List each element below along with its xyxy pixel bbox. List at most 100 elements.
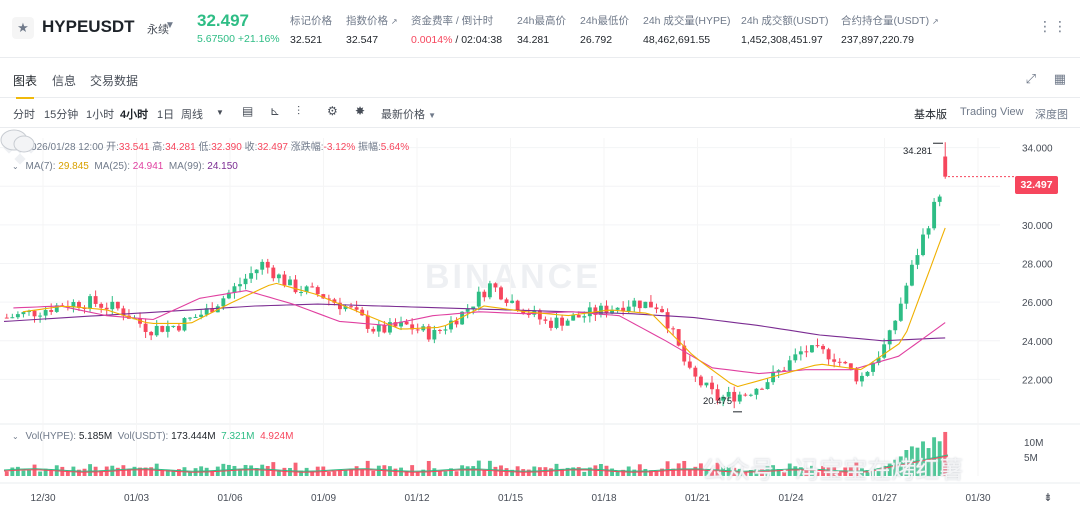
drawing-tools-icon[interactable]: ⊾ bbox=[270, 104, 281, 118]
candle-body bbox=[221, 298, 226, 307]
fullscreen-icon[interactable]: ⤢ bbox=[1025, 71, 1037, 86]
volume-bar bbox=[460, 465, 465, 476]
interval-1h[interactable]: 1小时 bbox=[86, 109, 115, 121]
legend-low: 32.390 bbox=[211, 142, 242, 153]
legend-change: -3.12% bbox=[323, 142, 356, 153]
stat-open-interest[interactable]: 合约持仓量(USDT) ↗ 237,897,220.79 bbox=[841, 13, 939, 46]
candle-body bbox=[282, 274, 287, 286]
candle-body bbox=[665, 312, 670, 329]
candle-body bbox=[393, 322, 398, 327]
interval-time-sharing[interactable]: 分时 bbox=[13, 109, 35, 121]
interval-1w[interactable]: 周线 bbox=[181, 109, 203, 121]
volume-bar bbox=[21, 470, 26, 476]
stat-mark-price: 标记价格 32.521 bbox=[290, 13, 332, 46]
stat-value: 1,452,308,451.97 bbox=[741, 34, 823, 46]
chart-canvas[interactable]: 34.00032.00030.00028.00026.00024.00022.0… bbox=[0, 128, 1080, 512]
volume-bar bbox=[865, 470, 870, 476]
tab-info[interactable]: 信息 bbox=[52, 74, 77, 88]
volume-ma-line bbox=[3, 455, 949, 473]
candle-body bbox=[376, 324, 381, 332]
external-link-icon[interactable]: ↗ bbox=[932, 17, 939, 26]
candle-body bbox=[549, 320, 553, 328]
collapse-chevron-icon[interactable]: ⌄ bbox=[12, 432, 19, 441]
indicators-icon[interactable]: ⫶ bbox=[297, 104, 301, 118]
volume-bar bbox=[560, 468, 565, 476]
view-basic[interactable]: 基本版 bbox=[914, 109, 947, 121]
candle-body bbox=[621, 307, 626, 312]
candle-body bbox=[798, 351, 803, 355]
candle-body bbox=[793, 354, 798, 361]
volume-bar bbox=[465, 466, 470, 476]
tab-trading-data[interactable]: 交易数据 bbox=[90, 74, 139, 88]
candle-body bbox=[760, 388, 764, 390]
more-options-icon[interactable]: ⋮⋮ bbox=[1038, 18, 1068, 34]
symbol-name[interactable]: HYPEUSDT bbox=[42, 17, 135, 36]
symbol-dropdown-icon[interactable]: ▼ bbox=[165, 20, 175, 31]
low-annotation: 20.475 bbox=[703, 396, 733, 407]
candle-body bbox=[293, 279, 298, 293]
volume-bar bbox=[232, 465, 237, 476]
stat-value: 32.547 bbox=[346, 34, 379, 46]
candle-body bbox=[49, 310, 54, 312]
volume-bar bbox=[160, 470, 165, 476]
candle-body bbox=[637, 300, 642, 309]
interval-4h[interactable]: 4小时 bbox=[120, 109, 149, 121]
volume-bar bbox=[926, 448, 931, 476]
candle-body bbox=[254, 269, 259, 274]
candle-body bbox=[671, 328, 676, 330]
x-tick-label: 01/21 bbox=[685, 493, 710, 504]
candle-body bbox=[4, 317, 9, 319]
volume-bar bbox=[249, 465, 254, 476]
candle-body bbox=[815, 345, 820, 347]
candle-body bbox=[682, 345, 687, 362]
candlestick-chart[interactable]: BINANCE 34.00032.00030.00028.00026.00024… bbox=[0, 128, 1080, 512]
volume-bar bbox=[27, 469, 31, 476]
candle-body bbox=[643, 301, 648, 309]
volume-bar bbox=[349, 468, 354, 476]
chart-settings-icon[interactable]: ⚙ bbox=[327, 104, 338, 118]
candle-body bbox=[365, 315, 370, 329]
volume-bar bbox=[643, 468, 648, 476]
x-tick-label: 01/15 bbox=[498, 493, 523, 504]
stat-value: 32.521 bbox=[290, 34, 323, 46]
tab-chart[interactable]: 图表 bbox=[13, 74, 38, 99]
view-depth[interactable]: 深度图 bbox=[1035, 109, 1068, 121]
candle-body bbox=[843, 361, 848, 364]
ma7-value: 29.845 bbox=[58, 161, 89, 172]
candle-body bbox=[454, 320, 459, 325]
external-link-icon[interactable]: ↗ bbox=[390, 17, 398, 26]
collapse-chevron-icon[interactable]: ⌄ bbox=[12, 162, 19, 171]
candle-body bbox=[32, 310, 37, 317]
x-tick-label: 12/30 bbox=[30, 493, 55, 504]
volume-bar bbox=[165, 469, 170, 476]
candle-body bbox=[654, 307, 659, 310]
stat-label: 合约持仓量(USDT) ↗ bbox=[841, 15, 939, 27]
layout-grid-icon[interactable]: ▦ bbox=[1053, 71, 1066, 86]
candle-body bbox=[565, 320, 570, 326]
candle-body bbox=[21, 312, 26, 315]
volume-bar bbox=[393, 468, 398, 476]
candle-body bbox=[848, 363, 853, 370]
gear-icon[interactable]: ✸ bbox=[355, 104, 366, 118]
candle-body bbox=[904, 285, 909, 304]
candle-body bbox=[704, 382, 709, 386]
legend-date: 2026/01/28 12:00 bbox=[25, 142, 104, 153]
x-tick-label: 01/03 bbox=[124, 493, 149, 504]
stat-value: 26.792 bbox=[580, 34, 613, 46]
y-tick-label: 26.000 bbox=[1022, 298, 1053, 309]
ticker-bar: ★ HYPEUSDT 永续 ▼ 32.497 5.67500 +21.16% 标… bbox=[0, 0, 1080, 58]
interval-1d[interactable]: 1日 bbox=[157, 109, 175, 121]
interval-15m[interactable]: 15分钟 bbox=[44, 109, 79, 121]
candle-style-icon[interactable]: ▤ bbox=[242, 104, 254, 118]
stat-index-price[interactable]: 指数价格 ↗ 32.547 bbox=[346, 13, 398, 46]
favorite-star-icon[interactable]: ★ bbox=[12, 17, 34, 39]
volume-bar bbox=[99, 470, 104, 476]
volume-bar bbox=[748, 469, 753, 476]
candle-body bbox=[77, 302, 81, 308]
view-trading-view[interactable]: Trading View bbox=[960, 106, 1024, 118]
volume-bar bbox=[38, 471, 43, 476]
more-intervals-icon[interactable]: ▼ bbox=[216, 108, 224, 117]
volume-bar bbox=[810, 465, 814, 476]
price-type-select[interactable]: 最新价格 ▼ bbox=[381, 109, 436, 121]
volume-bar bbox=[454, 471, 459, 476]
